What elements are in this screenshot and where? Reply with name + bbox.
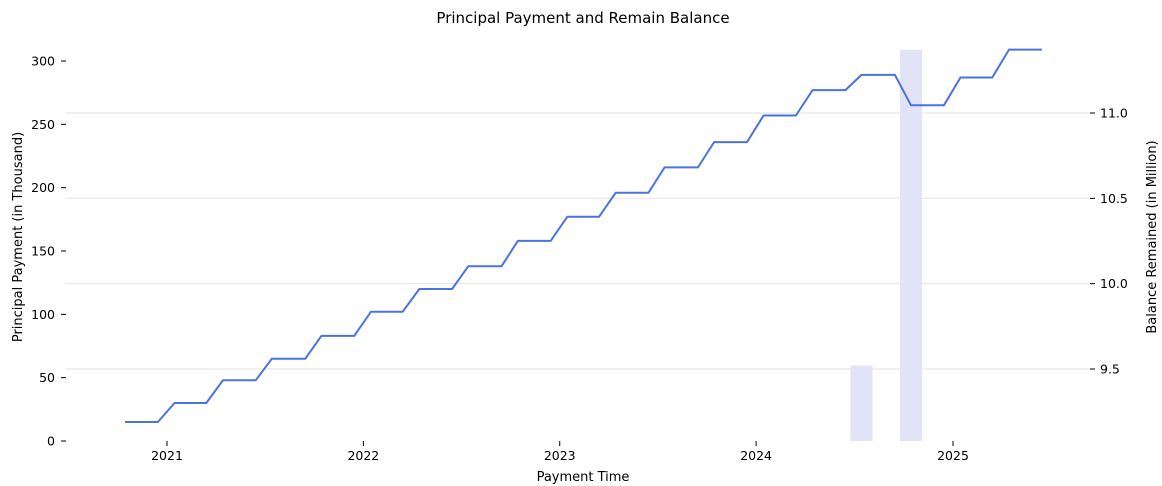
x-tick-label: 2021 (151, 448, 183, 463)
right-y-tick-label: 9.5 (1100, 362, 1120, 377)
left-y-tick-label: 100 (31, 307, 55, 322)
x-axis-label: Payment Time (537, 470, 630, 485)
x-tick-label: 2024 (740, 448, 772, 463)
gridlines (66, 112, 1090, 370)
right-y-tick-label: 10.0 (1100, 276, 1128, 291)
x-tick-label: 2022 (347, 448, 379, 463)
principal-line (125, 48, 1042, 423)
right-y-axis-label: Balance Remained (in Million) (1145, 140, 1160, 333)
left-y-tick-label: 150 (31, 244, 55, 259)
principal-payment-line (125, 48, 1042, 423)
x-axis-ticks: 2021 2022 2023 2024 2025 (151, 441, 969, 463)
balance-bars (850, 49, 923, 441)
balance-bar (900, 49, 923, 441)
right-y-tick-label: 11.0 (1100, 106, 1128, 121)
left-y-tick-label: 300 (31, 54, 55, 69)
x-tick-label: 2023 (544, 448, 576, 463)
left-y-axis-ticks: 0 50 100 150 200 250 300 (31, 54, 66, 449)
left-y-axis-label: Principal Payment (in Thousand) (11, 132, 26, 342)
chart-title: Principal Payment and Remain Balance (436, 9, 729, 27)
left-y-tick-label: 250 (31, 117, 55, 132)
left-y-tick-label: 50 (39, 370, 55, 385)
left-y-tick-label: 200 (31, 180, 55, 195)
right-y-tick-label: 10.5 (1100, 191, 1128, 206)
left-y-tick-label: 0 (47, 434, 55, 449)
balance-bar (850, 365, 873, 441)
right-y-axis-ticks: 9.5 10.0 10.5 11.0 (1090, 106, 1128, 377)
x-tick-label: 2025 (937, 448, 969, 463)
